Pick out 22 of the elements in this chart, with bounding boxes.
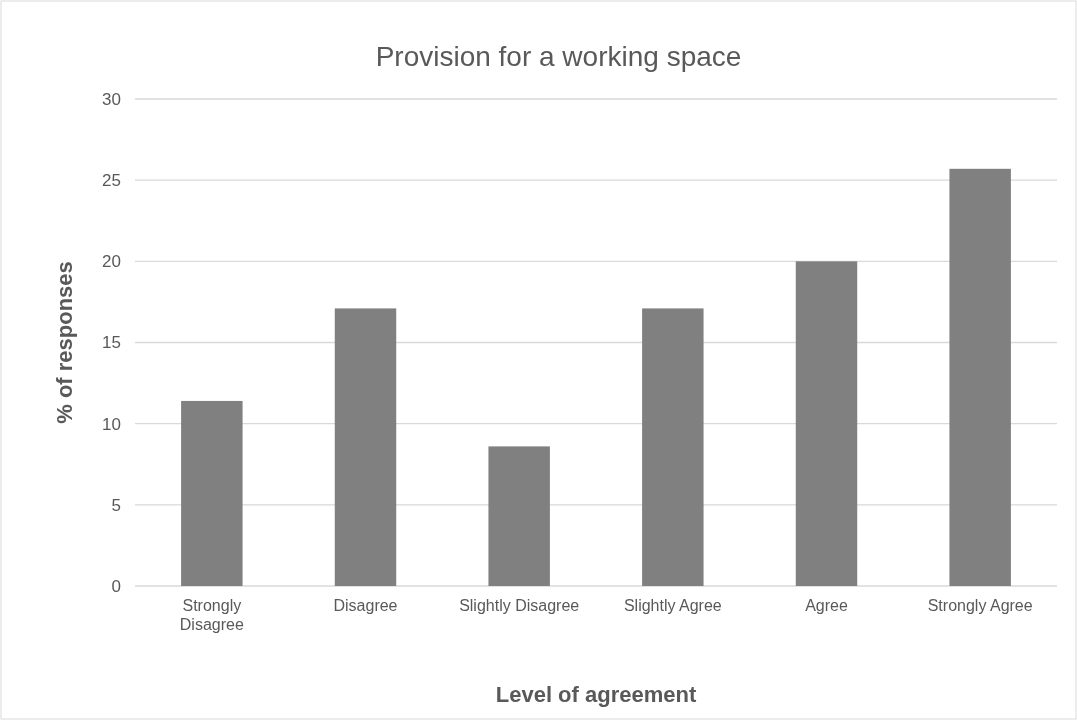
x-tick-label: Strongly Disagree bbox=[179, 597, 244, 634]
y-tick-label: 0 bbox=[111, 576, 121, 596]
y-tick-label: 25 bbox=[102, 171, 121, 191]
bar bbox=[334, 308, 397, 586]
bar bbox=[181, 400, 243, 586]
bar bbox=[795, 261, 858, 586]
x-axis-title: Level of agreement bbox=[495, 682, 697, 707]
y-tick-label: 20 bbox=[102, 252, 121, 272]
x-tick-label: Slightly Agree bbox=[623, 597, 722, 615]
bar bbox=[642, 308, 704, 586]
y-tick-label: 15 bbox=[102, 333, 121, 353]
x-tick-label: Disagree bbox=[333, 597, 398, 615]
x-tick-label: Strongly Agree bbox=[927, 597, 1033, 615]
bar bbox=[488, 446, 550, 586]
y-tick-label: 5 bbox=[111, 495, 121, 515]
y-tick-label: 30 bbox=[102, 89, 121, 109]
bar bbox=[949, 168, 1011, 586]
y-tick-label: 10 bbox=[102, 414, 121, 434]
x-tick-label: Agree bbox=[805, 597, 848, 615]
y-axis-title: % of responses bbox=[52, 261, 77, 424]
x-tick-label: Slightly Disagree bbox=[459, 597, 580, 615]
chart-title: Provision for a working space bbox=[375, 41, 742, 72]
